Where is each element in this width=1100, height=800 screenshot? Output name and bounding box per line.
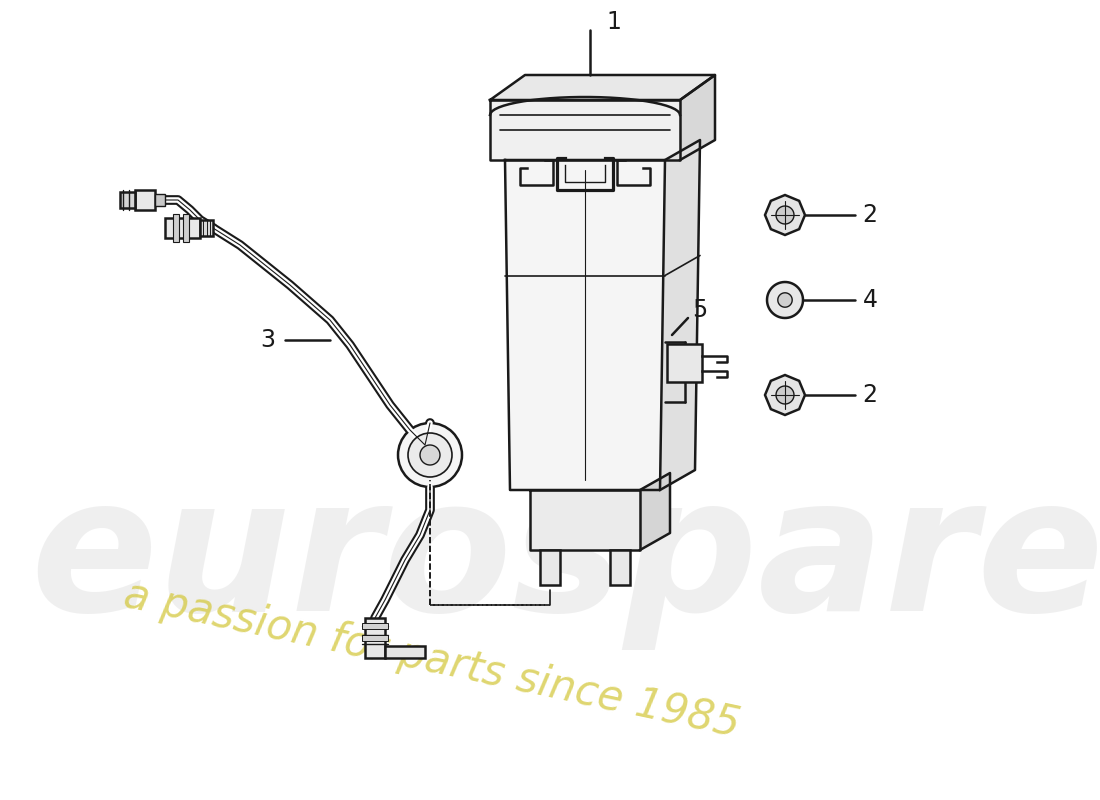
Polygon shape [660,140,700,490]
Polygon shape [385,646,425,658]
Polygon shape [540,550,560,585]
Polygon shape [135,190,155,210]
Text: 2: 2 [862,383,878,407]
Polygon shape [120,192,135,208]
Text: a passion for parts since 1985: a passion for parts since 1985 [120,574,744,746]
Text: 5: 5 [692,298,707,322]
Polygon shape [155,194,165,206]
Polygon shape [778,293,792,307]
Bar [362,623,388,629]
Polygon shape [767,282,803,318]
Polygon shape [365,618,385,658]
Polygon shape [490,75,715,100]
Polygon shape [776,206,794,224]
Polygon shape [505,160,666,490]
Polygon shape [667,343,702,382]
Polygon shape [183,214,189,242]
Text: 3: 3 [261,328,275,352]
Circle shape [408,433,452,477]
Polygon shape [764,195,805,235]
Polygon shape [764,375,805,415]
Polygon shape [173,214,179,242]
Polygon shape [165,218,200,238]
Polygon shape [530,490,640,550]
Bar [362,635,388,641]
Text: 2: 2 [862,203,878,227]
Circle shape [420,445,440,465]
Text: eurospares: eurospares [30,470,1100,650]
Polygon shape [640,473,670,550]
Polygon shape [610,550,630,585]
Polygon shape [776,386,794,404]
Circle shape [398,423,462,487]
Text: 4: 4 [862,288,878,312]
Polygon shape [200,220,213,236]
Polygon shape [490,100,680,160]
Polygon shape [680,75,715,160]
Text: 1: 1 [606,10,621,34]
